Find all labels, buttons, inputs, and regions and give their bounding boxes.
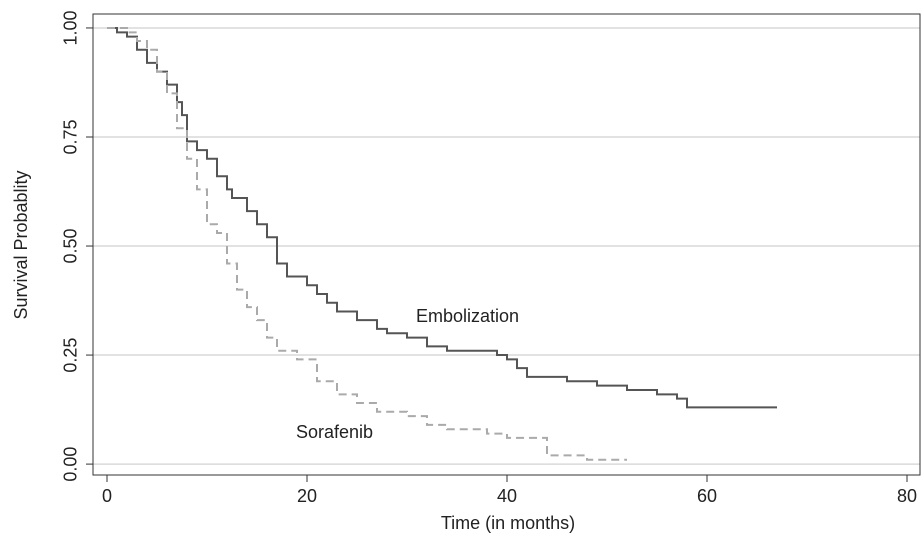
y-tick-label: 1.00	[61, 10, 81, 45]
series-label: Sorafenib	[296, 422, 373, 442]
survival-curve	[107, 26, 627, 461]
x-tick-label: 80	[897, 486, 917, 506]
y-tick-label: 0.75	[61, 119, 81, 154]
survival-curve	[107, 26, 777, 409]
y-tick-label: 0.25	[61, 338, 81, 373]
y-tick-label: 0.50	[61, 229, 81, 264]
y-tick-label: 0.00	[61, 447, 81, 482]
x-tick-label: 60	[697, 486, 717, 506]
x-axis-title: Time (in months)	[441, 513, 575, 533]
x-tick-label: 40	[497, 486, 517, 506]
x-tick-label: 0	[102, 486, 112, 506]
plot-frame	[92, 13, 921, 476]
series-label: Embolization	[416, 306, 519, 326]
x-tick-label: 20	[297, 486, 317, 506]
y-axis-title: Survival Probablity	[11, 170, 31, 319]
